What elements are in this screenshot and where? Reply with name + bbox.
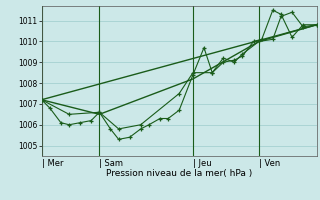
X-axis label: Pression niveau de la mer( hPa ): Pression niveau de la mer( hPa ) xyxy=(106,169,252,178)
